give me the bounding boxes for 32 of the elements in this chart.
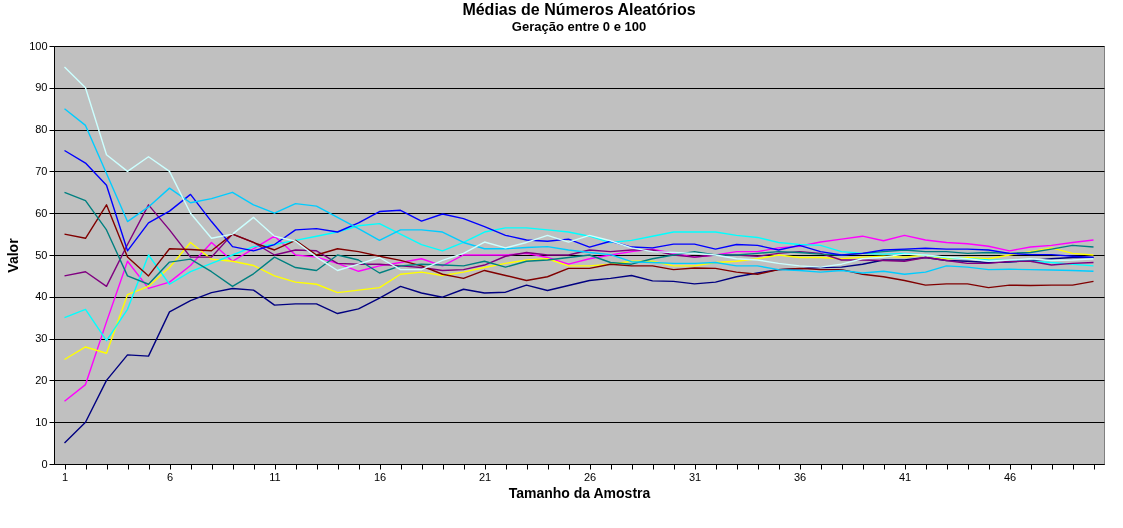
y-tick-label: 100 <box>29 39 48 52</box>
x-tick-label: 16 <box>373 470 387 483</box>
x-tick-label: 6 <box>166 470 174 483</box>
line-series <box>63 149 1095 259</box>
chart-title: Médias de Números Aleatórios <box>462 1 696 18</box>
line-series <box>63 66 1095 272</box>
x-axis-title: Tamanho da Amostra <box>508 484 651 501</box>
line-series <box>63 108 1095 275</box>
y-tick-label: 40 <box>35 290 48 303</box>
x-tick-label: 31 <box>688 470 702 483</box>
y-tick-label: 60 <box>35 206 48 219</box>
chart-subtitle: Geração entre 0 e 100 <box>511 19 647 34</box>
y-tick-label: 30 <box>35 332 48 345</box>
y-tick-label: 80 <box>35 123 48 136</box>
y-tick-label: 90 <box>35 81 48 94</box>
x-tick-label: 1 <box>61 470 69 483</box>
x-tick-label: 26 <box>583 470 597 483</box>
y-tick-label: 50 <box>35 248 48 261</box>
x-tick-label: 11 <box>269 470 281 483</box>
y-tick-label: 70 <box>35 164 48 177</box>
line-series <box>63 222 1095 342</box>
line-series <box>63 241 1095 361</box>
line-series <box>63 256 1095 444</box>
y-tick-label: 10 <box>35 415 48 428</box>
x-tick-label: 46 <box>1003 470 1017 483</box>
y-tick-label: 20 <box>35 373 48 386</box>
y-tick-label: 0 <box>41 457 48 470</box>
y-axis-title: Valor <box>5 237 22 273</box>
x-tick-label: 36 <box>793 470 807 483</box>
x-tick-label: 41 <box>898 470 912 483</box>
x-tick-label: 21 <box>478 470 492 483</box>
line-series <box>63 234 1095 402</box>
